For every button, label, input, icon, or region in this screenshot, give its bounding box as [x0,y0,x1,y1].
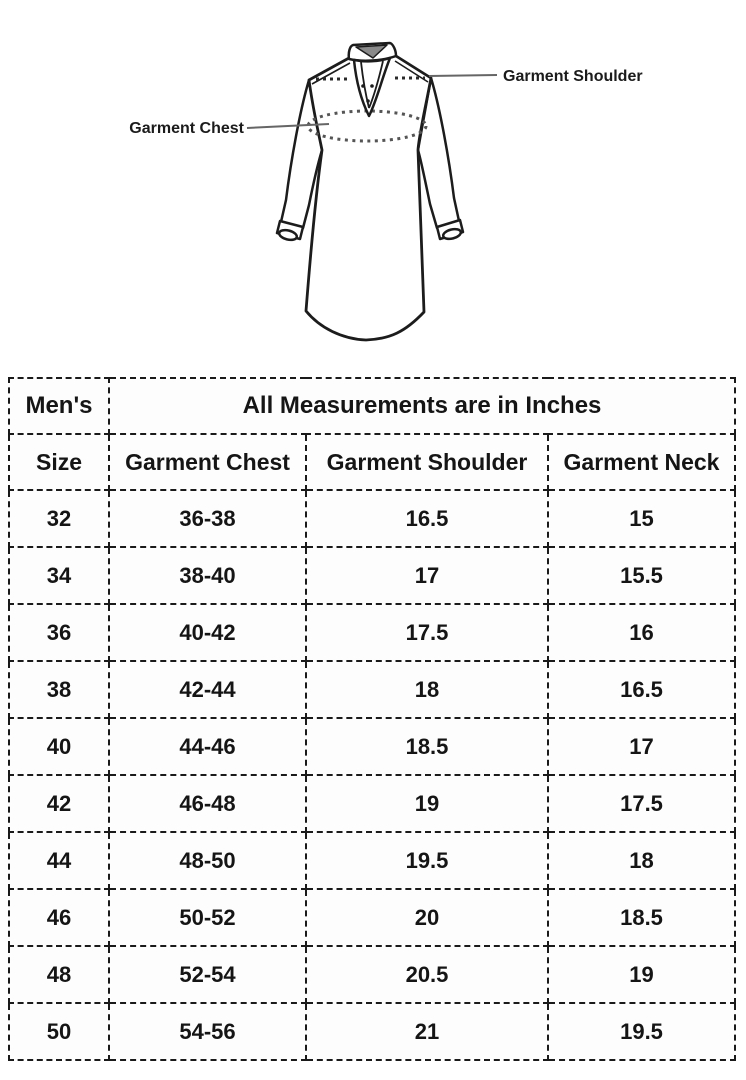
kurta-collar-inner [355,44,388,59]
shoulder-label: Garment Shoulder [503,68,643,85]
column-header-garment-neck: Garment Neck [546,433,737,491]
table-row: 44 48-50 19.5 18 [8,831,737,890]
cell-garment-chest: 38-40 [108,546,307,605]
column-header-garment-chest: Garment Chest [108,433,307,491]
column-header-size: Size [8,433,110,491]
cell-garment-chest: 54-56 [108,1002,307,1061]
kurta-right-sleeve [416,76,461,230]
cell-garment-chest: 40-42 [108,603,307,662]
chest-leader-line [246,123,330,129]
shoulder-dotted-line [316,76,425,81]
table-title-row: Men's All Measurements are in Inches [8,377,737,435]
table-row: 38 42-44 18 16.5 [8,660,737,719]
cell-garment-chest: 36-38 [108,489,307,548]
cell-garment-neck: 17.5 [546,774,737,833]
table-row: 36 40-42 17.5 16 [8,603,737,662]
shoulder-leader-line [428,74,498,77]
cell-garment-neck: 16.5 [546,660,737,719]
cell-garment-shoulder: 19.5 [305,831,549,890]
cell-garment-neck: 15.5 [546,546,737,605]
table-body: 32 36-38 16.5 15 34 38-40 17 15.5 36 40-42 17.5 16 3… [8,489,737,1061]
cell-size: 38 [8,660,110,719]
kurta-left-sleeve [279,78,324,230]
cell-garment-chest: 44-46 [108,717,307,776]
kurta-shoulder-seam-right [394,60,429,83]
kurta-left-cuff-opening [277,228,299,242]
cell-garment-shoulder: 21 [305,1002,549,1061]
cell-size: 34 [8,546,110,605]
kurta-drawing: Garment Shoulder Garment Chest [129,41,643,342]
cell-garment-shoulder: 20 [305,888,549,947]
garment-diagram: Garment Shoulder Garment Chest [0,0,746,370]
cell-size: 50 [8,1002,110,1061]
placket-button-3 [366,99,370,103]
table-row: 48 52-54 20.5 19 [8,945,737,1004]
table-row: 46 50-52 20 18.5 [8,888,737,947]
cell-garment-chest: 50-52 [108,888,307,947]
chest-label: Garment Chest [129,120,244,137]
table-row: 42 46-48 19 17.5 [8,774,737,833]
cell-garment-neck: 18 [546,831,737,890]
cell-garment-shoulder: 19 [305,774,549,833]
size-chart-table: Men's All Measurements are in Inches Siz… [8,377,737,1061]
cell-garment-shoulder: 16.5 [305,489,549,548]
placket-button-2 [370,84,374,88]
table-row: 50 54-56 21 19.5 [8,1002,737,1061]
column-header-garment-shoulder: Garment Shoulder [305,433,549,491]
cell-size: 40 [8,717,110,776]
cell-garment-neck: 18.5 [546,888,737,947]
cell-garment-shoulder: 17 [305,546,549,605]
table-title-cell: All Measurements are in Inches [107,377,737,435]
cell-size: 44 [8,831,110,890]
cell-size: 48 [8,945,110,1004]
table-row: 34 38-40 17 15.5 [8,546,737,605]
cell-size: 36 [8,603,110,662]
cell-garment-neck: 19.5 [546,1002,737,1061]
cell-garment-neck: 15 [546,489,737,548]
cell-garment-shoulder: 18 [305,660,549,719]
cell-garment-shoulder: 17.5 [305,603,549,662]
table-row: 32 36-38 16.5 15 [8,489,737,548]
cell-garment-chest: 42-44 [108,660,307,719]
cell-garment-chest: 52-54 [108,945,307,1004]
cell-garment-chest: 46-48 [108,774,307,833]
column-header-row: Size Garment Chest Garment Shoulder Garm… [8,433,737,491]
category-cell-mens: Men's [8,377,110,435]
cell-garment-neck: 17 [546,717,737,776]
cell-garment-shoulder: 20.5 [305,945,549,1004]
kurta-placket-strip [360,60,384,109]
kurta-body [304,54,433,342]
cell-garment-shoulder: 18.5 [305,717,549,776]
cell-size: 42 [8,774,110,833]
cell-garment-neck: 19 [546,945,737,1004]
kurta-right-cuff-opening [441,227,463,241]
cell-garment-chest: 48-50 [108,831,307,890]
placket-button-1 [361,84,365,88]
cell-garment-neck: 16 [546,603,737,662]
table-row: 40 44-46 18.5 17 [8,717,737,776]
cell-size: 32 [8,489,110,548]
cell-size: 46 [8,888,110,947]
